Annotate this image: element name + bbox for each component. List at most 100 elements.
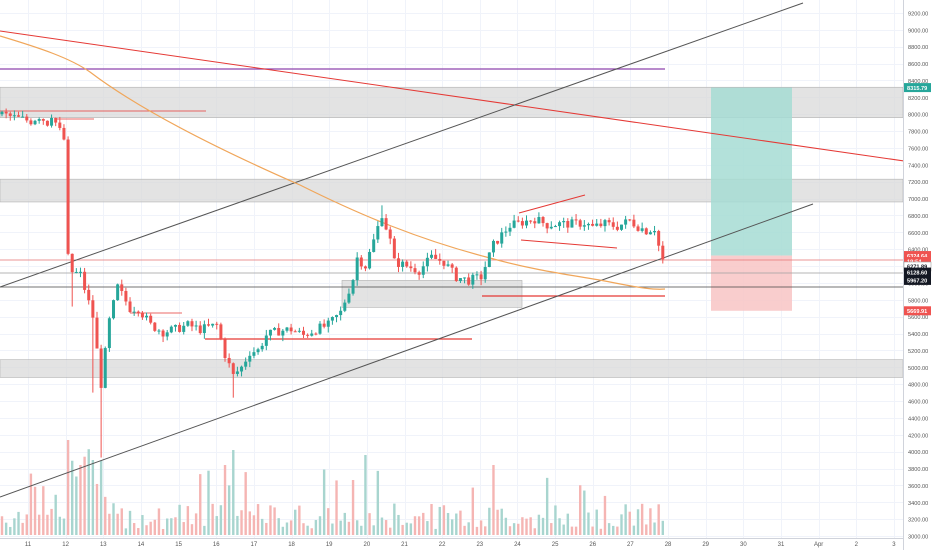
price-tick-label: 4000.00 [908,450,928,456]
price-tick-label: 9000.00 [908,28,928,34]
candle-body [657,231,661,246]
candle-body [66,139,70,254]
volume-bar [603,495,607,535]
volume-bar [166,518,169,535]
volume-bar [137,528,140,535]
candle-body [628,219,632,221]
price-tick-label: 3800.00 [908,467,928,473]
candle-body [430,254,434,258]
candle-body [281,330,285,336]
volume-bar [71,460,74,535]
candle-body [45,120,49,126]
price-tick-label: 8600.00 [908,62,928,68]
volume-bar [545,477,549,535]
candle-body [227,357,231,364]
price-tick-label: 4800.00 [908,383,928,389]
volume-bar [620,514,623,535]
volume-bar [50,508,53,535]
candle-body [124,290,128,302]
candle-body [153,322,157,331]
volume-bar [273,507,276,535]
candle-body [653,231,657,233]
volume-bar [306,525,309,535]
candle-body [471,274,475,285]
candle-body [570,219,574,228]
volume-bar [380,517,384,535]
time-tick-label: 21 [401,542,408,548]
volume-bar [194,513,198,535]
candle-body [500,232,504,244]
candle-body [157,330,161,332]
volume-bar [37,514,41,535]
candle-body [516,220,520,222]
volume-bar [170,518,173,535]
candle-body [504,231,508,233]
candle-body [252,352,256,356]
volume-bar [463,525,466,535]
volume-bars [0,440,664,535]
candle-body [520,221,524,226]
candle-body [549,226,553,229]
candle-body [50,117,54,126]
volume-bar [124,528,128,535]
candle-body [235,371,239,374]
time-axis[interactable]: 11 12 13 14 15 16 17 18 19 20 21 22 23 24 25 26 27 28 29 30… [0,538,903,550]
volume-bar [161,528,165,535]
volume-bar [17,511,20,535]
candle-body [339,310,343,316]
candle-body [74,271,78,273]
candle-body [562,221,566,223]
candle-body [384,218,388,230]
position-stop-area[interactable] [711,255,792,311]
candle-body [256,349,260,353]
candle-body [636,226,640,231]
price-badge-label: 5669.91 [907,309,927,315]
volume-bar [116,513,119,535]
price-zone [341,280,523,308]
volume-bar [13,518,16,535]
candle-body [586,223,590,226]
volume-bar [554,505,557,535]
volume-bar [298,505,301,535]
volume-bar [628,511,631,535]
candle-body [58,122,62,128]
volume-bar [579,485,582,535]
volume-bar [260,518,264,535]
volume-bar [79,465,82,535]
candle-body [165,332,169,337]
price-badge [904,256,931,266]
candle-body [479,274,483,280]
price-zone [0,359,904,378]
volume-bar [484,526,487,535]
candle-body [487,252,491,268]
time-tick-label: 3 [892,542,896,548]
candle-body [438,258,442,261]
price-axis[interactable]: 9200.00 9000.00 8800.00 8600.00 8400.00 8200.… [903,0,932,550]
candle-body [599,223,603,227]
volume-bar [583,490,586,535]
volume-bar [417,516,421,535]
candle-body [591,223,595,226]
candle-body [264,335,268,346]
volume-bar [219,505,223,535]
volume-bar [174,517,177,535]
position-target-area[interactable] [711,87,792,256]
candle-body [574,219,578,221]
price-tick-label: 7800.00 [908,130,928,136]
candle-body [8,113,12,116]
time-tick-label: 13 [100,542,107,548]
price-tick-label: 5800.00 [908,298,928,304]
volume-bar [277,518,280,535]
volume-bar [99,460,103,535]
long-position-tool[interactable] [711,87,792,311]
candle-body [198,325,202,334]
drawing-lines [0,2,932,498]
time-tick-label: 25 [552,542,559,548]
volume-bar [537,514,541,535]
volume-bar [566,513,570,535]
candle-body [289,327,293,332]
candle-body [401,261,405,267]
